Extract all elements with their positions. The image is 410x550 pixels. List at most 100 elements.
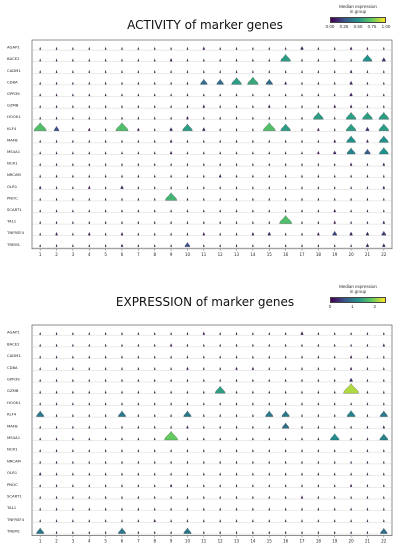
group-label: 11 <box>201 539 207 544</box>
violin-mark <box>317 93 320 97</box>
violin-mark <box>252 343 254 347</box>
violin-mark <box>72 105 74 108</box>
violin-mark <box>366 70 369 73</box>
violin-mark <box>317 150 320 155</box>
violin-mark <box>154 437 156 441</box>
violin-mark <box>317 47 320 50</box>
violin-mark <box>104 232 107 236</box>
violin-mark <box>284 460 287 464</box>
violin-mark <box>383 402 385 406</box>
violin-mark <box>334 507 336 511</box>
violin-mark <box>39 437 41 441</box>
violin-mark <box>154 151 156 155</box>
violin-mark <box>55 58 58 62</box>
violin-mark <box>169 139 173 143</box>
violin-mark <box>219 472 221 476</box>
violin-mark <box>72 367 74 370</box>
violin-mark <box>268 507 270 511</box>
violin-mark <box>317 70 320 73</box>
violin-mark <box>72 221 74 224</box>
violin-mark <box>334 244 336 247</box>
violin-mark <box>121 495 123 499</box>
group-label: 6 <box>121 539 124 544</box>
violin-mark <box>203 367 205 370</box>
violin-mark <box>55 472 58 476</box>
violin-mark <box>334 163 336 166</box>
violin-mark <box>365 126 370 131</box>
violin-mark <box>235 366 238 370</box>
violin-mark <box>301 472 303 476</box>
violin-mark <box>137 402 140 406</box>
violin-mark <box>219 221 221 224</box>
gene-label: MS4A1 <box>7 435 21 440</box>
violin-mark <box>55 116 58 120</box>
violin-mark <box>383 367 385 370</box>
violin-mark <box>383 519 385 523</box>
violin-mark <box>235 519 238 523</box>
violin-mark <box>349 46 353 50</box>
violin-mark <box>317 127 320 131</box>
violin-mark <box>346 135 356 143</box>
violin-mark <box>317 174 320 178</box>
violin-mark <box>104 47 107 50</box>
violin-mark <box>169 57 173 62</box>
violin-mark <box>284 163 287 166</box>
violin-mark <box>284 93 287 97</box>
violin-mark <box>55 343 58 347</box>
violin-mark <box>55 449 58 452</box>
group-label: 9 <box>170 252 173 257</box>
violin-mark <box>72 174 74 178</box>
violin-mark <box>72 332 74 335</box>
violin-mark <box>88 402 90 406</box>
violin-mark <box>55 355 58 359</box>
violin-mark <box>118 410 126 417</box>
violin-mark <box>121 425 123 429</box>
violin-mark <box>364 148 371 155</box>
violin-mark <box>268 425 270 429</box>
violin-mark <box>252 519 254 523</box>
violin-mark <box>366 139 369 143</box>
violin-mark <box>383 484 385 487</box>
violin-mark <box>301 209 303 213</box>
violin-mark <box>154 425 156 429</box>
violin-mark <box>301 128 303 131</box>
violin-mark <box>39 402 41 406</box>
violin-mark <box>104 343 107 347</box>
violin-mark <box>39 425 41 429</box>
group-label: 4 <box>88 252 91 257</box>
violin-mark <box>121 163 123 166</box>
violin-mark <box>268 460 270 464</box>
violin-mark <box>235 139 238 143</box>
violin-mark <box>301 343 303 347</box>
violin-mark <box>383 93 385 97</box>
violin-mark <box>334 128 336 131</box>
violin-mark <box>137 355 140 359</box>
violin-mark <box>235 105 238 108</box>
violin-mark <box>88 127 91 131</box>
violin-mark <box>170 244 172 247</box>
violin-mark <box>365 231 369 236</box>
violin-mark <box>72 414 74 417</box>
violin-mark <box>252 355 254 359</box>
violin-mark <box>383 81 385 85</box>
violin-mark <box>317 221 320 224</box>
violin-mark <box>137 81 140 85</box>
violin-mark <box>301 519 303 523</box>
violin-mark <box>72 378 74 382</box>
violin-mark <box>186 81 189 85</box>
violin-mark <box>268 93 270 97</box>
violin-mark <box>72 425 74 429</box>
violin-mark <box>170 378 172 382</box>
violin-mark <box>55 221 58 224</box>
violin-mark <box>72 209 74 213</box>
violin-mark <box>350 402 352 406</box>
violin-mark <box>154 93 156 97</box>
violin-mark <box>235 414 238 417</box>
violin-mark <box>170 402 172 406</box>
violin-mark <box>252 221 254 224</box>
violin-mark <box>366 449 369 452</box>
violin-mark <box>235 449 238 452</box>
violin-mark <box>317 460 320 464</box>
group-label: 15 <box>267 252 273 257</box>
colorbar <box>330 17 386 23</box>
